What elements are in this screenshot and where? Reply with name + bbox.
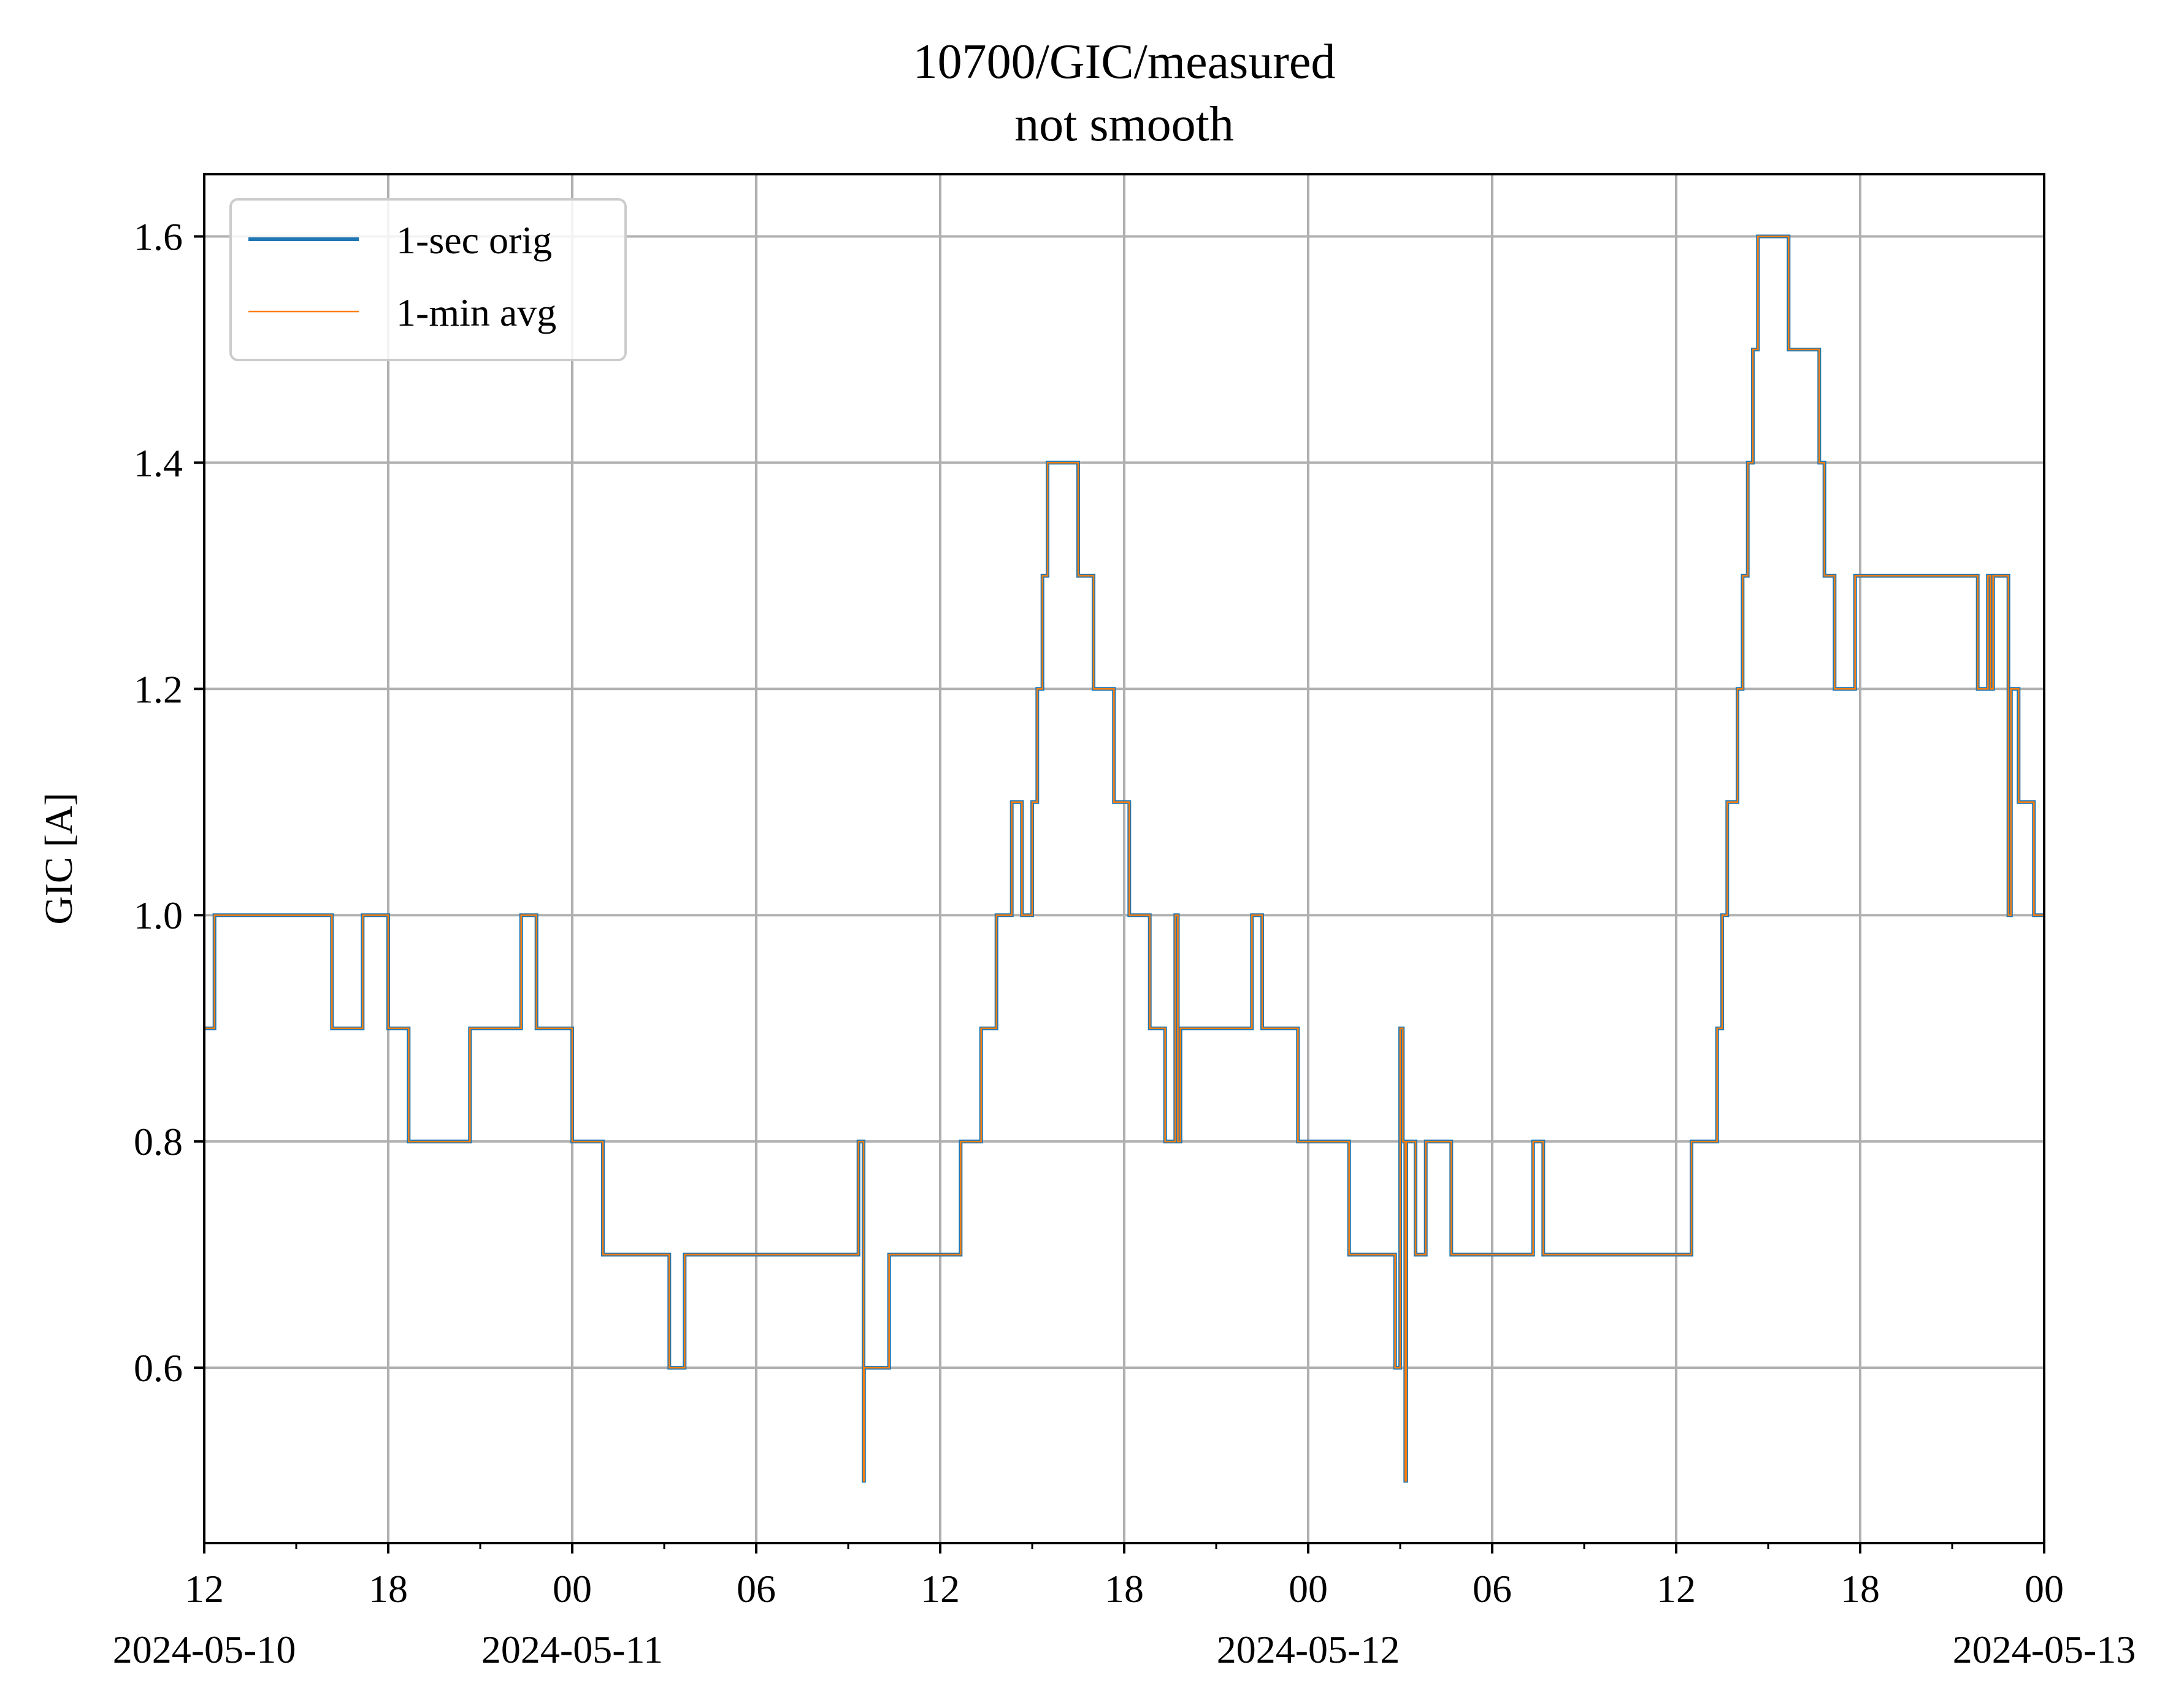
x-tick-date-label: 2024-05-13 xyxy=(1953,1628,2136,1671)
y-tick-label: 1.0 xyxy=(134,894,183,937)
chart-subtitle: not smooth xyxy=(1014,98,1234,151)
y-tick-label: 1.6 xyxy=(134,215,183,258)
x-tick-label: 00 xyxy=(1289,1567,1328,1611)
y-tick-label: 0.6 xyxy=(134,1346,183,1390)
chart-title: 10700/GIC/measured xyxy=(913,35,1336,89)
y-axis-label: GIC [A] xyxy=(37,792,80,924)
x-tick-date-label: 2024-05-10 xyxy=(113,1628,296,1671)
x-tick-label: 06 xyxy=(737,1567,776,1611)
y-tick-label: 0.8 xyxy=(134,1120,183,1163)
x-tick-label: 18 xyxy=(369,1567,408,1611)
legend-label-1-sec-orig: 1-sec orig xyxy=(396,218,552,262)
y-axis: 0.6 0.8 1.0 1.2 1.4 1.6 xyxy=(134,215,204,1390)
y-tick-label: 1.4 xyxy=(134,441,183,485)
legend-label-1-min-avg: 1-min avg xyxy=(396,291,556,334)
y-tick-label: 1.2 xyxy=(134,667,183,711)
x-tick-label: 18 xyxy=(1841,1567,1880,1611)
x-tick-label: 00 xyxy=(2025,1567,2064,1611)
x-tick-label: 18 xyxy=(1105,1567,1144,1611)
x-tick-label: 00 xyxy=(553,1567,592,1611)
x-tick-label: 12 xyxy=(185,1567,224,1611)
x-tick-date-label: 2024-05-12 xyxy=(1217,1628,1400,1671)
legend: 1-sec orig 1-min avg xyxy=(229,198,627,361)
x-axis: 12 2024-05-10 18 00 2024-05-11 06 12 18 00 2024-0… xyxy=(113,1543,2136,1671)
series-layer xyxy=(204,234,2044,1483)
x-tick-date-label: 2024-05-11 xyxy=(481,1628,663,1671)
x-tick-label: 12 xyxy=(1657,1567,1696,1611)
x-tick-label: 06 xyxy=(1473,1567,1512,1611)
series-line-1-min-avg xyxy=(204,236,2044,1482)
x-tick-label: 12 xyxy=(921,1567,960,1611)
